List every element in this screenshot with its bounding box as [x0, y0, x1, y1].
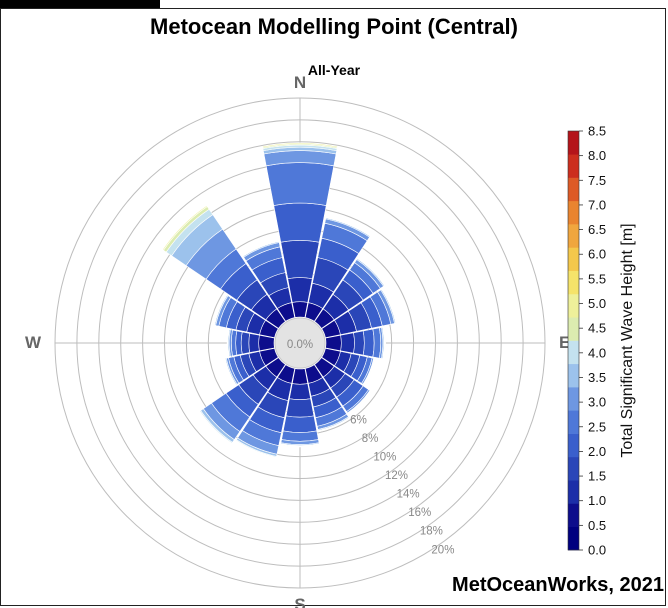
colorbar-segment	[568, 433, 579, 458]
colorbar-tick-label: 5.5	[588, 271, 606, 286]
colorbar-label: Total Significant Wave Height [m]	[619, 223, 636, 457]
direction-label: W	[25, 333, 42, 352]
colorbar-segment	[568, 340, 579, 365]
rose-bar-segment	[325, 334, 342, 352]
rose-bar-segment	[212, 293, 227, 326]
rose-bar-segment	[273, 202, 327, 243]
rose-bar-segment	[265, 162, 335, 206]
rose-bar-segment	[289, 383, 311, 400]
colorbar-segment	[568, 317, 579, 341]
colorbar-tick-label: 0.5	[588, 518, 606, 533]
rose-bar-segment	[281, 430, 319, 442]
center-label: 0.0%	[287, 339, 313, 351]
colorbar-tick-label: 7.0	[588, 197, 606, 212]
colorbar-segment	[568, 503, 579, 528]
colorbar-tick-label: 0.0	[588, 543, 606, 558]
radial-tick-label: 6%	[350, 414, 367, 426]
rose-bar-segment	[258, 334, 275, 352]
colorbar-tick-label: 4.0	[588, 345, 606, 360]
radial-tick-label: 20%	[431, 544, 454, 556]
colorbar-tick-label: 2.5	[588, 419, 606, 434]
radial-tick-label: 16%	[408, 507, 431, 519]
rose-bar-segment	[198, 411, 232, 445]
colorbar-segment	[568, 247, 579, 271]
colorbar-tick-label: 6.0	[588, 247, 606, 262]
colorbar-tick-label: 7.5	[588, 173, 606, 188]
figure-frame	[0, 8, 666, 606]
rose-bar-segment	[248, 333, 260, 353]
chart-title: Metocean Modelling Point (Central)	[150, 14, 518, 39]
colorbar-tick-label: 2.0	[588, 444, 606, 459]
colorbar-segment	[568, 480, 579, 504]
rose-bar-segment	[285, 398, 315, 418]
radial-tick-label: 18%	[420, 526, 443, 538]
colorbar-segment	[568, 177, 579, 202]
colorbar-tick-label: 1.0	[588, 493, 606, 508]
colorbar-segment	[568, 526, 579, 551]
radial-tick-label: 12%	[385, 470, 408, 482]
colorbar-tick-label: 3.0	[588, 395, 606, 410]
colorbar-segment	[568, 293, 579, 318]
direction-label: N	[294, 73, 306, 92]
colorbar-segment	[568, 224, 579, 248]
chart-subtitle: All-Year	[307, 62, 361, 78]
colorbar-segment	[568, 270, 579, 295]
rose-bar-segment	[226, 328, 230, 358]
rose-bar-segment	[235, 330, 243, 356]
rose-bar-segment	[291, 301, 309, 318]
rose-bar-segment	[287, 277, 313, 303]
rose-bar-segment	[340, 332, 355, 354]
rose-bar-segment	[282, 415, 318, 433]
colorbar-tick-label: 1.5	[588, 469, 606, 484]
colorbar-tick-label: 8.5	[588, 124, 606, 139]
rose-bar-segment	[353, 330, 365, 356]
rose-bar-segment	[318, 418, 351, 433]
rose-bar-segment	[280, 444, 320, 448]
rose-bar-segment	[357, 256, 387, 286]
rose-bar-segment	[362, 328, 375, 358]
rose-bar-segment	[262, 142, 338, 148]
colorbar-segment	[568, 387, 579, 411]
rose-bar-segment	[382, 288, 398, 324]
rose-bar-segment	[372, 327, 381, 359]
colorbar-segment	[568, 131, 579, 155]
radial-tick-label: 14%	[397, 489, 420, 501]
colorbar-segment	[568, 363, 579, 388]
top-bar	[0, 0, 160, 8]
rose-bar-segment	[383, 326, 386, 360]
rose-bar-segment	[363, 358, 376, 386]
colorbar-tick-label: 3.5	[588, 370, 606, 385]
colorbar-tick-label: 4.5	[588, 321, 606, 336]
rose-bar-segment	[240, 331, 251, 355]
colorbar-tick-label: 8.0	[588, 148, 606, 163]
colorbar-border	[567, 130, 580, 551]
credit-text: MetOceanWorks, 2021	[452, 574, 664, 596]
radial-tick-label: 10%	[373, 451, 396, 463]
rose-bar-segment	[241, 239, 280, 256]
radial-tick-label: 8%	[362, 433, 379, 445]
direction-label: E	[559, 333, 570, 352]
colorbar-segment	[568, 154, 579, 178]
rose-bar-segment	[235, 440, 277, 459]
colorbar-tick-label: 6.5	[588, 222, 606, 237]
colorbar-tick-label: 5.0	[588, 296, 606, 311]
center-circle	[274, 317, 326, 369]
colorbar-segment	[568, 456, 579, 481]
rose-bar-segment	[224, 358, 237, 386]
colorbar-segment	[568, 410, 579, 434]
rose-bar-segment	[347, 390, 372, 415]
rose-bar-segment	[291, 368, 309, 385]
colorbar-segment	[568, 200, 579, 225]
rose-bar-segment	[280, 240, 320, 280]
direction-label: S	[294, 595, 305, 608]
rose-bar-segment	[162, 205, 208, 251]
rose-bar-segment	[325, 215, 372, 236]
